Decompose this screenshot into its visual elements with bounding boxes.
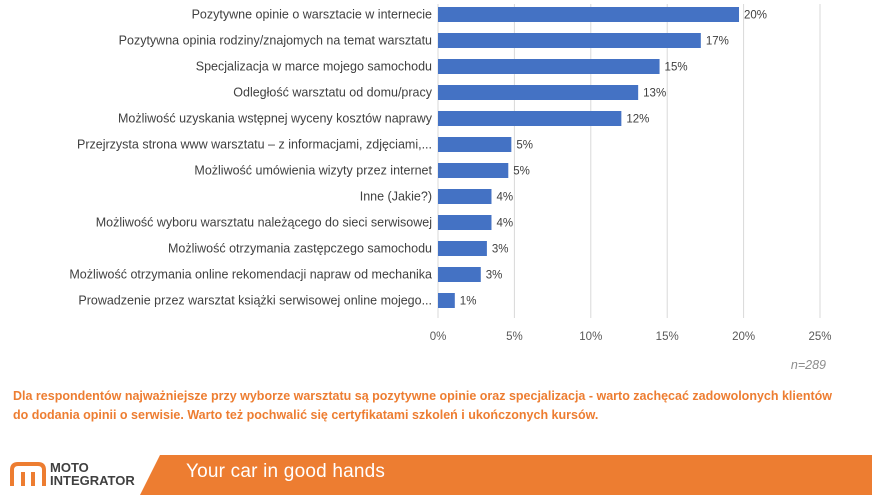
- bar: [438, 293, 455, 308]
- bar-chart: Pozytywne opinie o warsztacie w internec…: [69, 4, 832, 343]
- logo-wordmark: MOTO INTEGRATOR: [50, 461, 135, 487]
- category-label: Pozytywna opinia rodziny/znajomych na te…: [119, 34, 432, 48]
- sample-size-note: n=289: [790, 358, 826, 372]
- x-tick-label: 20%: [732, 331, 755, 343]
- bar: [438, 215, 492, 230]
- value-label: 12%: [626, 114, 649, 126]
- value-label: 17%: [706, 36, 729, 48]
- value-label: 4%: [496, 218, 513, 230]
- bar: [438, 111, 622, 126]
- category-label: Możliwość otrzymania zastępczego samocho…: [168, 242, 432, 256]
- category-label: Prowadzenie przez warsztat książki serwi…: [78, 294, 432, 308]
- bar: [438, 33, 701, 48]
- logo-line-2: INTEGRATOR: [50, 473, 135, 488]
- tagline: Your car in good hands: [186, 461, 386, 482]
- x-tick-label: 25%: [808, 331, 831, 343]
- value-label: 20%: [744, 10, 767, 22]
- value-label: 13%: [643, 88, 666, 100]
- data-labels: 20% 17% 15% 13% 12% 5% 5% 4% 4% 3% 3% 1%: [460, 10, 767, 308]
- value-label: 3%: [486, 270, 503, 282]
- x-tick-label: 5%: [506, 331, 523, 343]
- moto-integrator-logo-icon: [10, 462, 46, 486]
- bar: [438, 189, 492, 204]
- bar: [438, 7, 740, 22]
- bar: [438, 137, 512, 152]
- logo: MOTO INTEGRATOR: [10, 458, 142, 492]
- value-label: 5%: [513, 166, 530, 178]
- x-tick-label: 10%: [579, 331, 602, 343]
- bar: [438, 241, 487, 256]
- category-label: Możliwość otrzymania online rekomendacji…: [69, 268, 432, 282]
- category-label: Pozytywne opinie o warsztacie w internec…: [192, 8, 432, 22]
- logo-line-1: MOTO: [50, 460, 89, 475]
- category-labels: Pozytywne opinie o warsztacie w internec…: [69, 8, 432, 308]
- category-label: Możliwość uzyskania wstępnej wyceny kosz…: [118, 112, 433, 126]
- footer-band: [140, 455, 872, 495]
- value-label: 3%: [492, 244, 509, 256]
- value-label: 4%: [496, 192, 513, 204]
- x-axis-tick-labels: 0% 5% 10% 15% 20% 25%: [430, 331, 832, 343]
- bar: [438, 163, 509, 178]
- bar: [438, 85, 639, 100]
- category-label: Specjalizacja w marce mojego samochodu: [196, 60, 432, 74]
- x-tick-label: 15%: [656, 331, 679, 343]
- value-label: 15%: [665, 62, 688, 74]
- value-label: 1%: [460, 296, 477, 308]
- category-label: Przejrzysta strona www warsztatu – z inf…: [77, 138, 432, 152]
- x-tick-label: 0%: [430, 331, 447, 343]
- category-label: Odległość warsztatu od domu/pracy: [233, 86, 432, 100]
- category-label: Możliwość wyboru warsztatu należącego do…: [96, 216, 432, 230]
- value-label: 5%: [516, 140, 533, 152]
- takeaway-text: Dla respondentów najważniejsze przy wybo…: [13, 389, 832, 422]
- category-label: Możliwość umówienia wizyty przez interne…: [194, 164, 432, 178]
- bars: [438, 7, 740, 308]
- bar: [438, 59, 660, 74]
- gridlines: [437, 4, 821, 318]
- footer: MOTO INTEGRATOR Your car in good hands: [0, 455, 872, 495]
- bar: [438, 267, 481, 282]
- category-label: Inne (Jakie?): [360, 190, 432, 204]
